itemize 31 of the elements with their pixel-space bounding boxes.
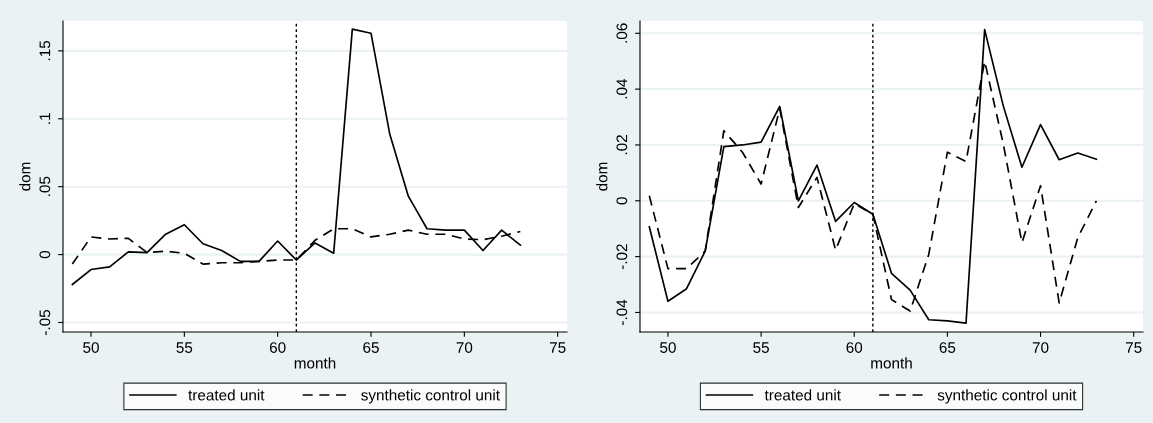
x-tick-label: 75 <box>549 342 566 353</box>
x-axis-title: month <box>294 357 336 369</box>
y-tick-label: -.05 <box>39 309 51 335</box>
x-tick-label: 75 <box>1125 342 1142 353</box>
legend-label: treated unit <box>188 389 265 401</box>
x-tick-label: 55 <box>176 342 193 353</box>
y-axis-title: dom <box>19 162 31 191</box>
y-axis-title: dom <box>596 162 608 191</box>
x-tick-label: 70 <box>456 342 473 353</box>
y-tick-label: .15 <box>39 40 51 61</box>
y-tick-label: .05 <box>39 176 51 196</box>
y-tick-label: .04 <box>616 78 628 99</box>
x-tick-label: 60 <box>269 342 286 353</box>
y-tick-label: .06 <box>616 23 628 43</box>
x-tick-label: 50 <box>660 342 676 353</box>
y-tick-label: .1 <box>39 113 51 124</box>
y-tick-label: -.04 <box>616 299 628 325</box>
y-tick-label: 0 <box>616 197 628 205</box>
legend-label: treated unit <box>764 389 841 401</box>
y-tick-label: -.02 <box>616 244 628 270</box>
x-tick-label: 50 <box>83 342 99 353</box>
x-tick-label: 65 <box>363 342 379 353</box>
legend-label: synthetic control unit <box>937 389 1077 404</box>
y-tick-label: 0 <box>39 250 51 259</box>
x-tick-label: 65 <box>939 342 956 353</box>
legend-label: synthetic control unit <box>361 389 500 404</box>
y-tick-label: .02 <box>616 135 628 155</box>
x-axis-title: month <box>871 357 912 369</box>
x-tick-label: 55 <box>753 342 769 353</box>
x-tick-label: 60 <box>846 342 863 353</box>
x-tick-label: 70 <box>1032 342 1049 353</box>
